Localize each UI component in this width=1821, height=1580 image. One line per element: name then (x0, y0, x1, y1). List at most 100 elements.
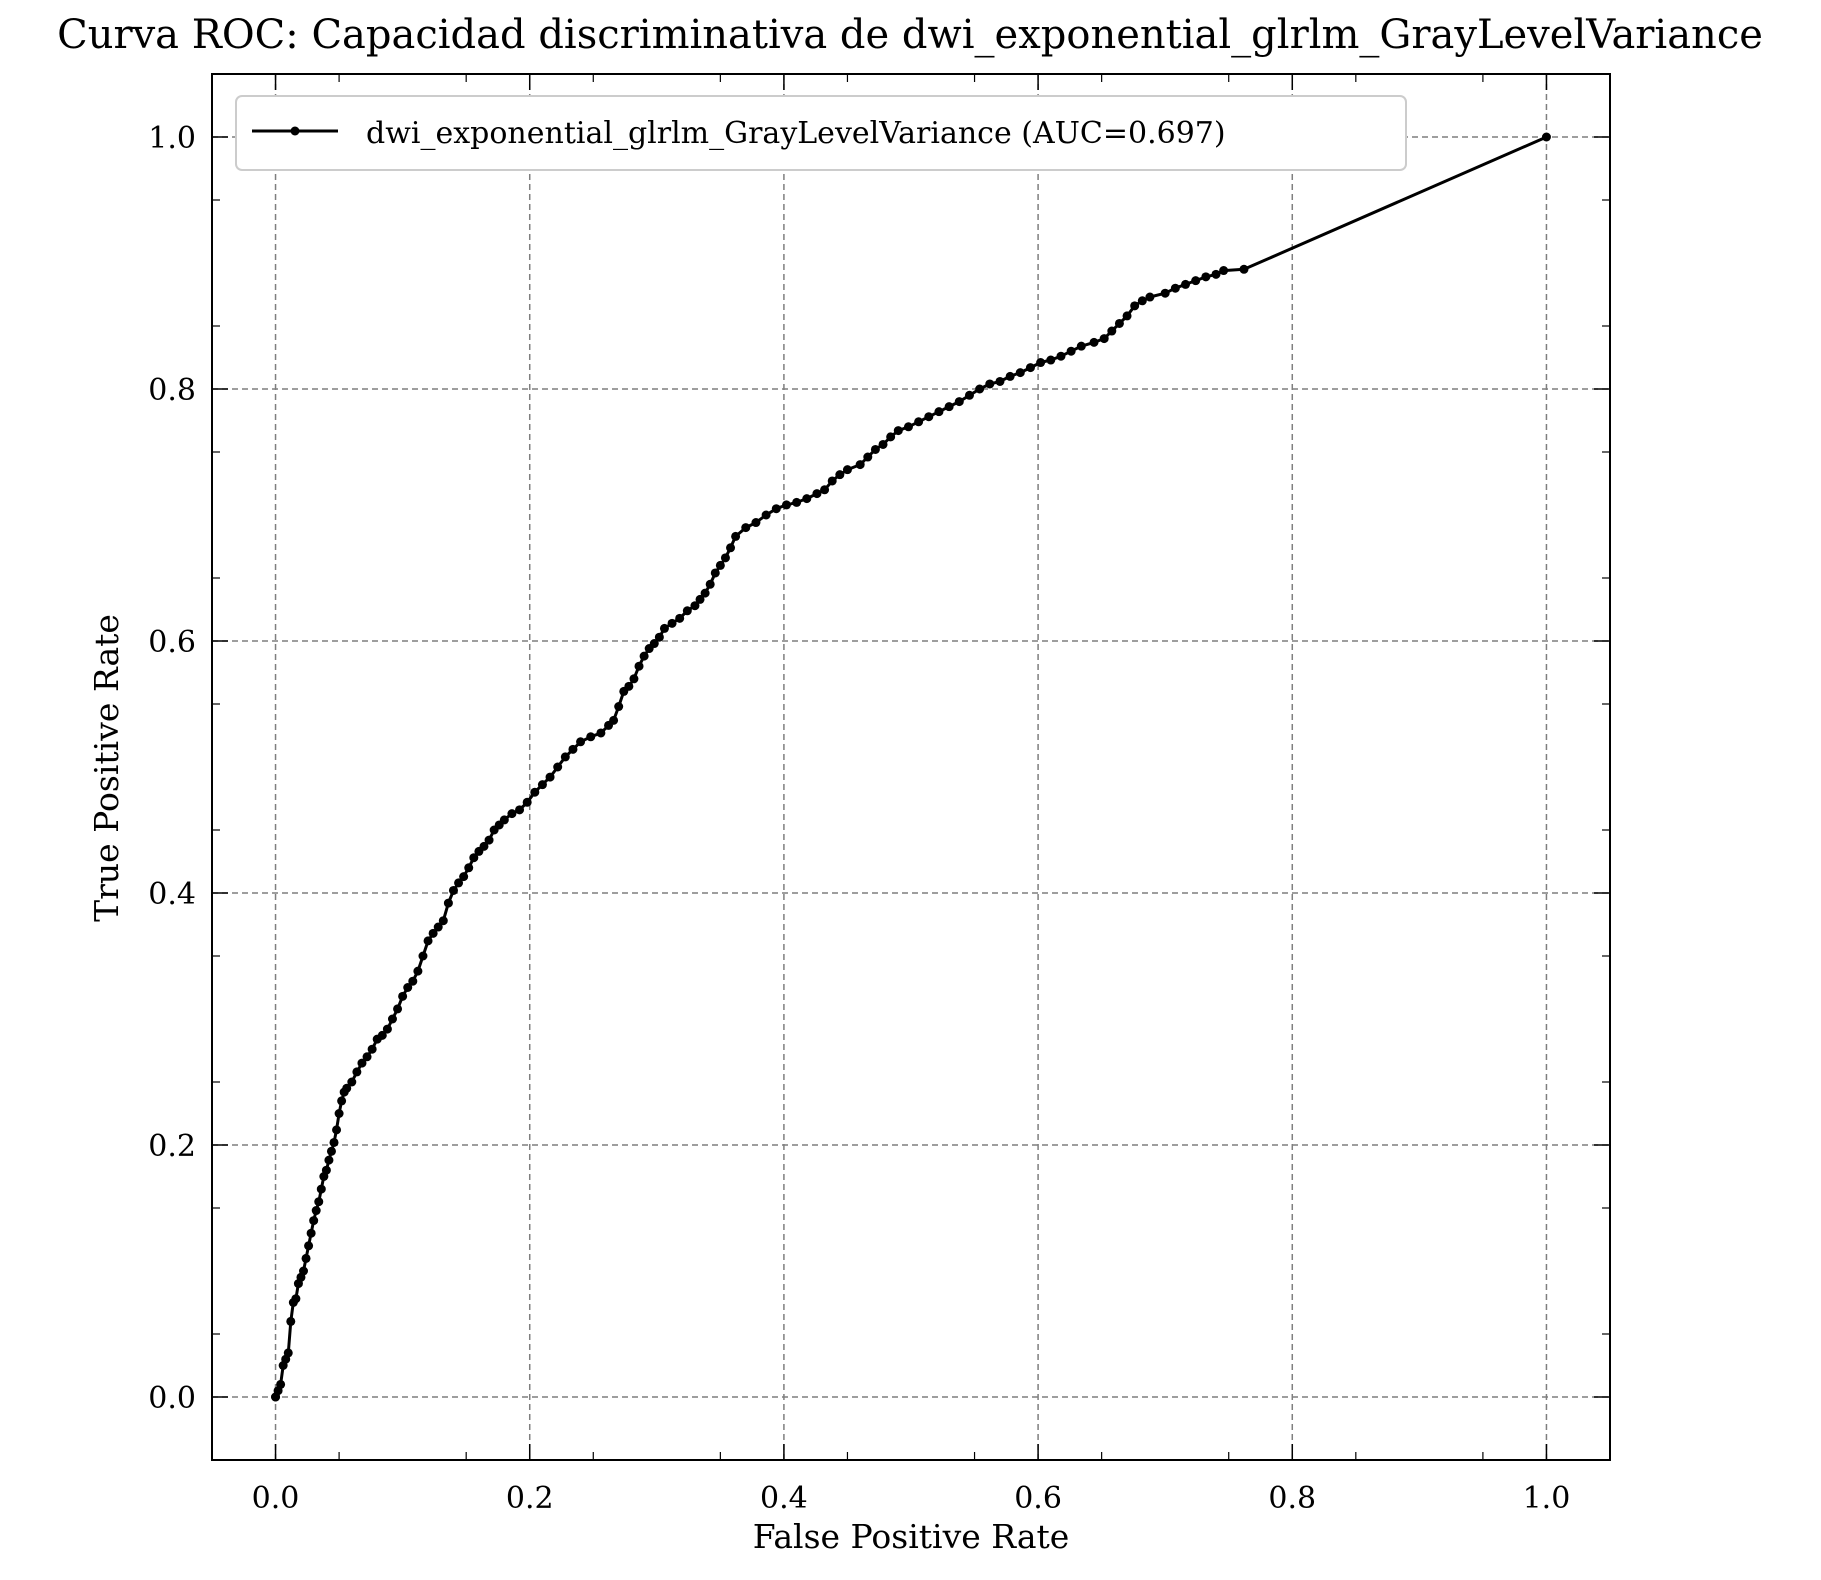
roc-point (311, 1206, 321, 1216)
roc-point (314, 1197, 324, 1207)
roc-point (515, 805, 525, 815)
roc-point (654, 632, 664, 642)
roc-point (403, 983, 413, 992)
roc-point (944, 402, 954, 412)
roc-point (835, 470, 845, 480)
roc-point (464, 863, 474, 873)
roc-point (576, 737, 586, 747)
roc-point (357, 1058, 367, 1068)
roc-point (309, 1216, 319, 1226)
x-tick-label: 0.2 (506, 1481, 554, 1516)
roc-point (1036, 358, 1046, 368)
roc-point (667, 618, 677, 628)
roc-point (870, 444, 880, 454)
roc-point (530, 787, 540, 797)
roc-point (1239, 264, 1249, 274)
axis-ticks (212, 74, 1610, 1460)
roc-point (903, 422, 913, 432)
roc-point (1122, 311, 1132, 321)
roc-point (321, 1165, 331, 1175)
roc-point (914, 417, 924, 427)
x-tick-label: 0.4 (760, 1481, 808, 1516)
legend-box (235, 95, 1407, 171)
roc-point (283, 1348, 293, 1358)
roc-point (1201, 272, 1211, 282)
roc-point (705, 579, 715, 589)
roc-point (301, 1253, 311, 1263)
roc-point (362, 1052, 372, 1062)
roc-point (326, 1146, 336, 1156)
roc-point (596, 728, 606, 738)
roc-point (1137, 296, 1147, 306)
roc-point (715, 560, 725, 570)
roc-point (545, 772, 555, 782)
x-tick-label: 0.6 (1014, 1481, 1062, 1516)
roc-point (675, 613, 685, 623)
roc-point (954, 397, 964, 407)
roc-point (398, 991, 408, 1001)
roc-point (448, 885, 458, 895)
roc-point (1170, 283, 1180, 293)
x-tick-label: 0.0 (252, 1481, 300, 1516)
roc-point (863, 452, 873, 462)
roc-point (995, 376, 1005, 386)
roc-point (347, 1077, 357, 1087)
roc-point (975, 384, 985, 394)
roc-point (802, 494, 812, 504)
roc-point (433, 922, 443, 932)
roc-point (1211, 269, 1221, 279)
roc-point (291, 1294, 301, 1304)
roc-point (659, 623, 669, 633)
roc-point (1025, 363, 1035, 373)
roc-point (299, 1266, 309, 1276)
roc-point (893, 426, 903, 436)
roc-point (1219, 266, 1229, 276)
roc-point (484, 835, 494, 845)
roc-point (286, 1316, 296, 1326)
roc-point (507, 809, 517, 819)
roc-point (710, 568, 720, 578)
roc-point (741, 523, 751, 533)
roc-point (316, 1184, 326, 1194)
roc-point (934, 407, 944, 417)
roc-point (1015, 368, 1025, 378)
y-tick-label: 1.0 (148, 121, 196, 156)
roc-point (367, 1044, 377, 1054)
roc-point (479, 841, 489, 851)
roc-point (454, 878, 464, 888)
roc-point (855, 460, 865, 470)
roc-point (751, 518, 761, 528)
roc-point (1056, 351, 1066, 361)
legend: dwi_exponential_glrlm_GrayLevelVariance … (235, 95, 1407, 171)
roc-point (413, 966, 423, 976)
y-axis-label: True Positive Rate (87, 614, 126, 922)
x-tick-label: 1.0 (1523, 1481, 1571, 1516)
roc-point (639, 651, 649, 661)
roc-point (781, 500, 791, 510)
roc-point (418, 951, 428, 961)
plot-frame (211, 73, 1611, 1461)
roc-point (276, 1379, 286, 1389)
roc-point (731, 531, 741, 541)
roc-point (1089, 337, 1099, 347)
roc-point (408, 976, 418, 986)
legend-point-marker (290, 126, 300, 136)
roc-point (1046, 355, 1056, 365)
roc-point (624, 681, 634, 691)
x-tick-label: 0.8 (1268, 1481, 1316, 1516)
roc-curve-points (271, 132, 1551, 1402)
roc-point (324, 1155, 334, 1165)
roc-point (337, 1096, 347, 1106)
y-tick-label: 0.4 (148, 877, 196, 912)
roc-point (1114, 318, 1124, 328)
roc-point (459, 872, 469, 882)
roc-point (586, 732, 596, 742)
roc-point (568, 744, 578, 754)
roc-point (553, 762, 563, 772)
roc-point (985, 379, 995, 389)
roc-point (792, 497, 802, 507)
roc-point (761, 510, 771, 520)
roc-point (1107, 326, 1117, 336)
legend-series-label: dwi_exponential_glrlm_GrayLevelVariance … (366, 116, 1226, 151)
